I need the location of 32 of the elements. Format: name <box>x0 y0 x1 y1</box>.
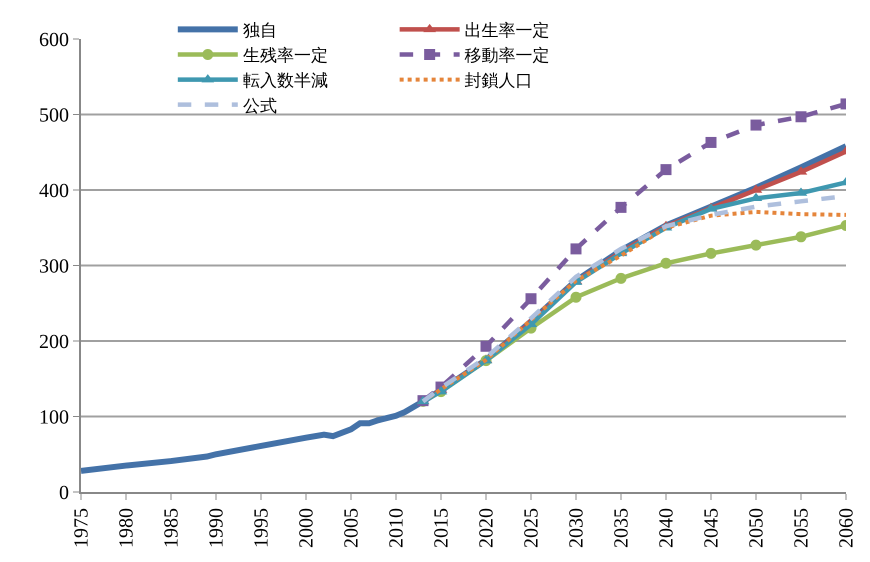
x-tick-label: 1995 <box>250 508 272 548</box>
legend-label: 出生率一定 <box>464 21 550 41</box>
legend-label: 転入数半減 <box>242 71 328 92</box>
y-tick-label: 500 <box>39 104 69 126</box>
legend-label: 公式 <box>242 96 277 116</box>
legend-label: 移動率一定 <box>464 46 550 66</box>
x-tick-label: 1985 <box>160 508 182 548</box>
x-tick-label: 2045 <box>700 508 722 548</box>
x-tick-label: 1980 <box>116 508 138 548</box>
legend-label: 独自 <box>242 21 277 41</box>
x-tick-label: 2050 <box>746 508 768 548</box>
x-tick-label: 2060 <box>836 508 858 548</box>
x-tick-label: 2035 <box>610 508 632 548</box>
x-tick-label: 2025 <box>520 508 542 548</box>
y-tick-label: 200 <box>39 331 69 353</box>
x-tick-label: 2020 <box>476 508 498 548</box>
x-tick-label: 2015 <box>430 508 452 548</box>
x-tick-label: 2000 <box>296 508 318 548</box>
y-tick-label: 400 <box>39 180 69 202</box>
y-tick-label: 600 <box>39 29 69 51</box>
legend-label: 生残率一定 <box>242 46 328 66</box>
x-tick-label: 2055 <box>790 508 812 548</box>
x-tick-label: 2040 <box>656 508 678 548</box>
legend-label: 封鎖人口 <box>464 71 533 92</box>
x-tick-label: 2005 <box>340 508 362 548</box>
x-tick-label: 1975 <box>70 508 92 548</box>
x-tick-label: 2010 <box>386 508 408 548</box>
y-tick-label: 300 <box>39 256 69 278</box>
x-tick-label: 1990 <box>206 508 228 548</box>
y-tick-label: 100 <box>39 406 69 428</box>
y-tick-label: 0 <box>59 482 69 504</box>
x-tick-label: 2030 <box>566 508 588 548</box>
